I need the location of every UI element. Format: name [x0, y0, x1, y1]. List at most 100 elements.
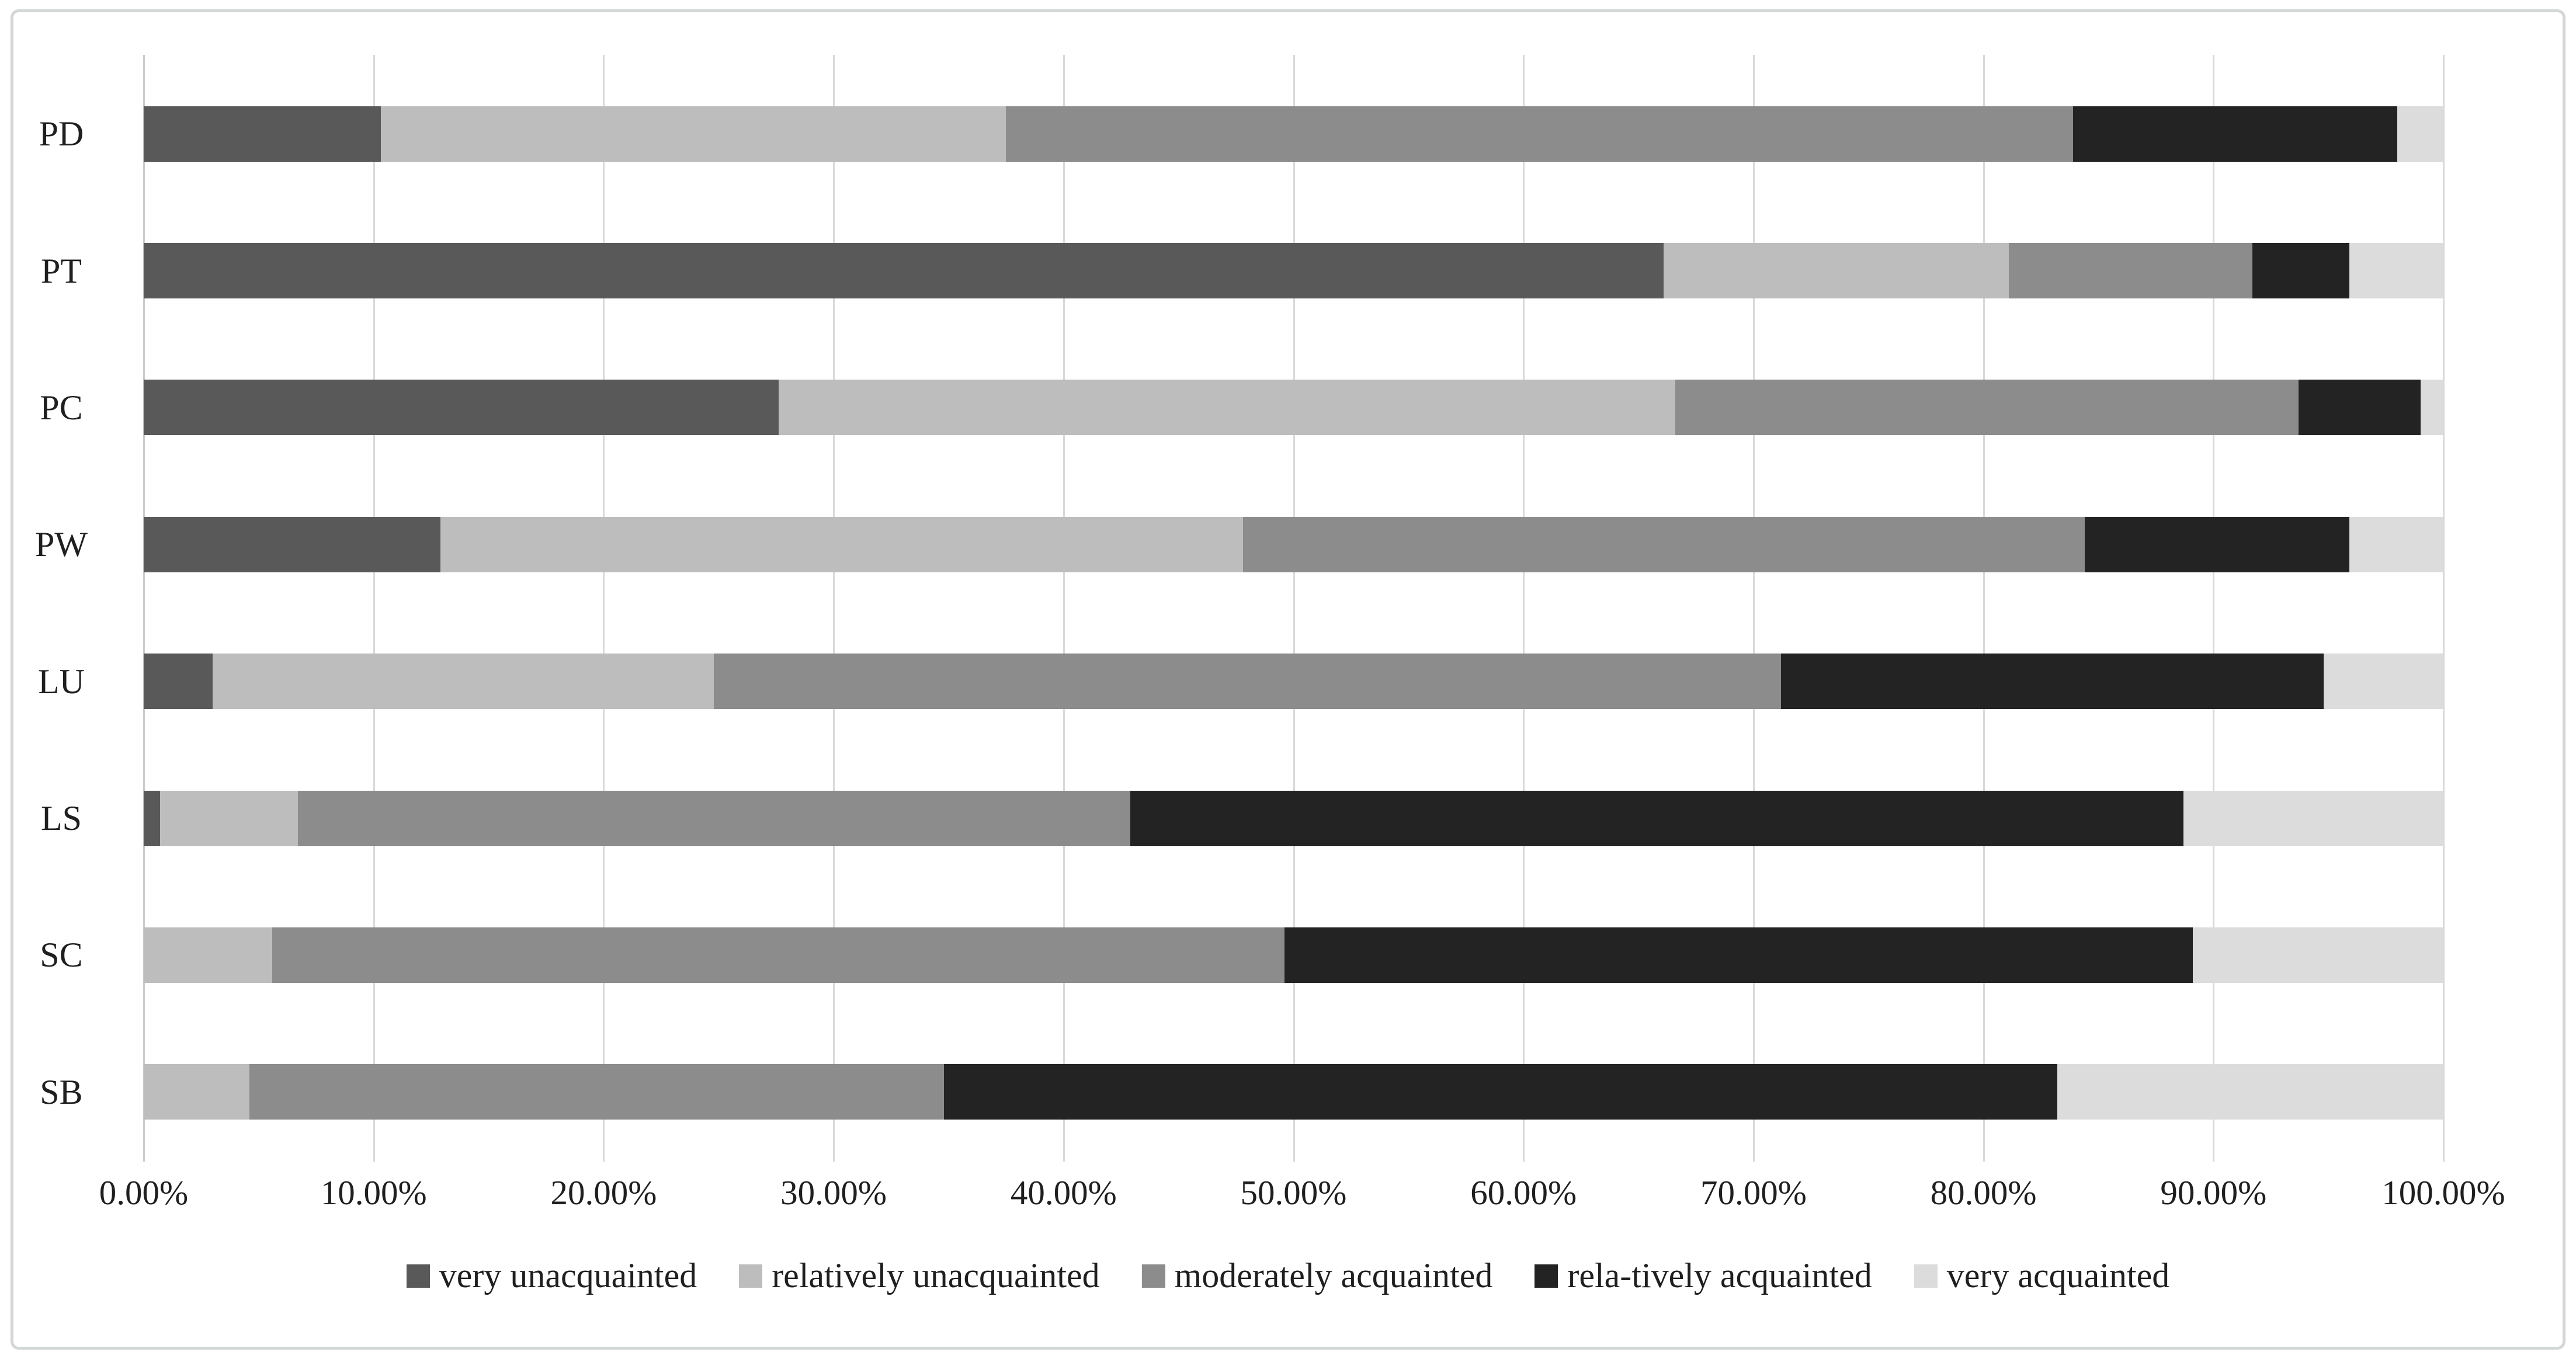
- x-tick-label: 20.00%: [550, 1173, 657, 1212]
- stacked-bar: [144, 927, 2443, 983]
- legend-item: moderately acquainted: [1141, 1256, 1493, 1296]
- x-tick-label: 0.00%: [99, 1173, 189, 1212]
- bar-segment: [272, 927, 1284, 983]
- bar-segment: [144, 106, 381, 162]
- bar-segment: [2420, 380, 2443, 436]
- legend-swatch-icon: [1141, 1264, 1165, 1288]
- bar-segment: [144, 243, 1664, 299]
- bar-segment: [2057, 1064, 2443, 1120]
- x-tick-label: 80.00%: [1930, 1173, 2037, 1212]
- bar-segment: [2192, 927, 2443, 983]
- bar-row-SC: SC: [40, 927, 2443, 983]
- legend-swatch-icon: [739, 1264, 763, 1288]
- bar-segment: [714, 654, 1782, 710]
- y-category-label: PW: [35, 525, 88, 564]
- bar-segment: [1130, 790, 2184, 846]
- bar-segment: [2349, 243, 2443, 299]
- bar-segment: [440, 516, 1243, 572]
- legend-swatch-icon: [406, 1264, 430, 1288]
- legend-label: rela-tively acquainted: [1567, 1256, 1872, 1295]
- x-tick-label: 40.00%: [1010, 1173, 1117, 1212]
- bar-segment: [778, 380, 1676, 436]
- x-tick-label: 60.00%: [1470, 1173, 1577, 1212]
- stacked-bar: [144, 516, 2443, 572]
- gridline-80.00%: [1983, 55, 1985, 1162]
- stacked-bar: [144, 243, 2443, 299]
- x-tick-label: 100.00%: [2381, 1173, 2505, 1212]
- bar-segment: [2084, 516, 2349, 572]
- bar-segment: [297, 790, 1130, 846]
- bar-segment: [249, 1064, 945, 1120]
- gridline-10.00%: [373, 55, 375, 1162]
- bar-segment: [144, 790, 160, 846]
- x-axis: 0.00% 10.00% 20.00% 30.00% 40.00% 50.00% 60.00…: [99, 1173, 2505, 1225]
- gridline-90.00%: [2213, 55, 2215, 1162]
- bar-segment: [2008, 243, 2253, 299]
- x-tick-label: 90.00%: [2160, 1173, 2267, 1212]
- bar-segment: [144, 927, 273, 983]
- bar-segment: [2183, 790, 2443, 846]
- bar-segment: [144, 516, 440, 572]
- stacked-bar: [144, 1064, 2443, 1120]
- bar-segment: [380, 106, 1006, 162]
- x-tick-label: 70.00%: [1700, 1173, 1807, 1212]
- gridline-70.00%: [1752, 55, 1755, 1162]
- gridline-30.00%: [833, 55, 835, 1162]
- bar-segment: [2298, 380, 2421, 436]
- stacked-bar: [144, 380, 2443, 436]
- y-category-label: SC: [40, 936, 83, 975]
- bar-segment: [1664, 243, 2009, 299]
- bar-segment: [144, 654, 213, 710]
- legend-swatch-icon: [1914, 1264, 1938, 1288]
- y-category-label: PD: [39, 114, 84, 154]
- legend-item: rela-tively acquainted: [1535, 1256, 1872, 1296]
- gridline-0.00%: [143, 55, 145, 1162]
- bar-segment: [1781, 654, 2324, 710]
- bar-segment: [1284, 927, 2193, 983]
- legend-label: very unacquainted: [439, 1256, 697, 1295]
- bar-row-PT: PT: [41, 243, 2443, 299]
- bar-segment: [1006, 106, 2074, 162]
- bar-segment: [2073, 106, 2398, 162]
- bar-row-SB: SB: [40, 1064, 2443, 1120]
- legend-label: relatively unacquainted: [772, 1256, 1100, 1295]
- bar-row-PD: PD: [39, 106, 2443, 162]
- y-category-label: SB: [40, 1072, 83, 1111]
- bar-row-LS: LS: [41, 790, 2443, 846]
- legend-swatch-icon: [1535, 1264, 1558, 1288]
- bar-row-LU: LU: [38, 654, 2443, 710]
- legend-label: moderately acquainted: [1174, 1256, 1493, 1295]
- stacked-bar: [144, 106, 2443, 162]
- bar-segment: [159, 790, 298, 846]
- legend-label: very acquainted: [1946, 1256, 2170, 1295]
- legend: very unacquainted relatively unacquainted…: [0, 1256, 2576, 1296]
- stacked-bar: [144, 654, 2443, 710]
- bar-segment: [2252, 243, 2349, 299]
- bar-segment: [213, 654, 714, 710]
- legend-item: relatively unacquainted: [739, 1256, 1100, 1296]
- bar-segment: [1675, 380, 2299, 436]
- bar-row-PW: PW: [35, 516, 2443, 572]
- bar-segment: [1242, 516, 2085, 572]
- bar-segment: [2324, 654, 2443, 710]
- y-category-label: PT: [40, 251, 82, 290]
- legend-item: very unacquainted: [406, 1256, 697, 1296]
- bar-segment: [144, 380, 779, 436]
- gridline-100.00%: [2443, 55, 2445, 1162]
- plot-area: PD PT PC PW LU LS SC SB: [35, 55, 2445, 1162]
- x-tick-label: 10.00%: [320, 1173, 427, 1212]
- gridline-40.00%: [1063, 55, 1065, 1162]
- bar-row-PC: PC: [40, 380, 2443, 436]
- stacked-bar: [144, 790, 2443, 846]
- y-category-label: PC: [40, 388, 83, 427]
- bar-segment: [944, 1064, 2057, 1120]
- bar-segment: [144, 1064, 250, 1120]
- bar-segment: [2349, 516, 2443, 572]
- y-category-label: LS: [40, 799, 82, 838]
- gridline-50.00%: [1293, 55, 1295, 1162]
- x-tick-label: 50.00%: [1240, 1173, 1347, 1212]
- gridline-60.00%: [1523, 55, 1525, 1162]
- bar-segment: [2397, 106, 2443, 162]
- x-tick-label: 30.00%: [780, 1173, 887, 1212]
